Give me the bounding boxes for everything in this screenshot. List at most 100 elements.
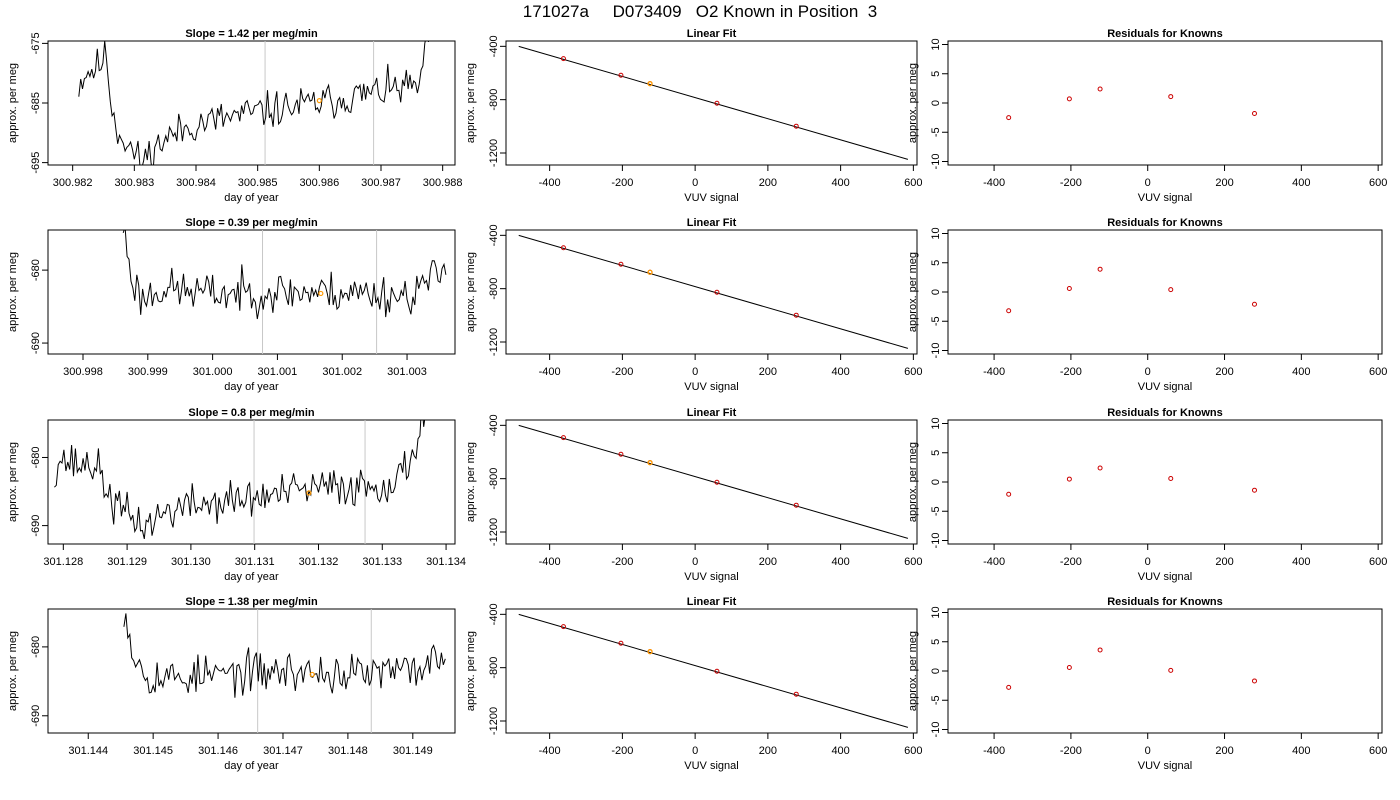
x-tick-label: -200: [1060, 366, 1082, 378]
x-tick-label: 301.131: [235, 556, 275, 568]
y-tick-label: -1200: [488, 328, 500, 356]
y-tick-label: -680: [30, 446, 42, 468]
x-tick-label: 301.001: [258, 366, 298, 378]
x-tick-label: 200: [1215, 177, 1233, 189]
x-tick-label: 200: [1215, 366, 1233, 378]
series-line: [54, 420, 426, 540]
plot-area: [123, 609, 446, 733]
data-point: [560, 624, 566, 630]
x-tick-label: -200: [611, 556, 633, 568]
x-axis-label: VUV signal: [684, 760, 738, 772]
x-tick-label: 600: [1369, 745, 1387, 757]
series-line: [123, 613, 446, 698]
x-tick-label: -200: [1060, 556, 1082, 568]
page-title: 171027a D073409 O2 Known in Position 3: [522, 2, 878, 21]
y-tick-label: 0: [930, 479, 942, 485]
highlight-point: [647, 269, 653, 275]
plot-area: [54, 420, 426, 544]
data-point: [618, 640, 624, 646]
data-point: [1168, 475, 1174, 481]
y-tick-label: 0: [930, 289, 942, 295]
x-axis-label: VUV signal: [1138, 381, 1192, 393]
data-point: [1097, 266, 1103, 272]
x-tick-label: 200: [759, 177, 777, 189]
x-tick-label: 0: [692, 556, 698, 568]
data-point: [1066, 476, 1072, 482]
y-tick-label: -800: [488, 468, 500, 490]
x-tick-label: 600: [904, 745, 922, 757]
y-tick-label: -800: [488, 89, 500, 111]
y-tick-label: -1200: [488, 518, 500, 546]
x-tick-label: 400: [831, 177, 849, 189]
y-axis-label: approx. per meg: [907, 63, 919, 143]
data-point: [1097, 86, 1103, 92]
x-axis-label: VUV signal: [684, 381, 738, 393]
highlight-point: [306, 490, 312, 496]
x-tick-label: 301.130: [171, 556, 211, 568]
data-point: [1066, 664, 1072, 670]
x-axis-label: VUV signal: [684, 571, 738, 583]
plot-frame: [47, 40, 456, 166]
plot-frame: [947, 608, 1383, 734]
x-tick-label: 600: [1369, 177, 1387, 189]
series-line: [122, 230, 447, 320]
x-tick-label: 600: [1369, 366, 1387, 378]
y-axis-label: approx. per meg: [465, 63, 477, 143]
panel-r1-c2: Linear Fit -400 -200 0 200 400 600 -400 -800 -120…: [465, 28, 923, 204]
data-point: [793, 691, 799, 697]
data-point: [1251, 111, 1257, 117]
fit-line: [518, 424, 909, 539]
plot-area: [518, 424, 909, 539]
x-tick-label: 300.987: [361, 177, 401, 189]
x-axis-label: VUV signal: [684, 192, 738, 204]
panel-title: Linear Fit: [687, 407, 737, 419]
highlight-point: [647, 81, 653, 87]
x-axis-label: day of year: [224, 571, 279, 583]
y-tick-label: -680: [30, 636, 42, 658]
plot-area: [518, 613, 909, 728]
plot-area: [1006, 465, 1257, 497]
x-tick-label: 301.128: [43, 556, 83, 568]
y-axis-label: approx. per meg: [7, 63, 19, 143]
y-tick-label: 5: [930, 639, 942, 645]
y-tick-label: -10: [930, 722, 942, 738]
x-tick-label: -400: [983, 745, 1005, 757]
y-tick-label: -1200: [488, 139, 500, 167]
x-tick-label: 600: [904, 366, 922, 378]
y-tick-label: 5: [930, 71, 942, 77]
x-tick-label: 0: [692, 177, 698, 189]
y-axis-label: approx. per meg: [7, 252, 19, 332]
panel-r4-c1: Slope = 1.38 per meg/min 301.144 301.145 30…: [7, 596, 456, 772]
x-tick-label: 400: [1292, 745, 1310, 757]
x-tick-label: 0: [1145, 556, 1151, 568]
x-tick-label: 301.134: [426, 556, 466, 568]
y-tick-label: -690: [30, 515, 42, 537]
y-axis-label: approx. per meg: [7, 631, 19, 711]
x-tick-label: 301.145: [133, 745, 173, 757]
x-tick-label: 400: [1292, 366, 1310, 378]
x-tick-label: 300.998: [63, 366, 103, 378]
y-tick-label: 5: [930, 450, 942, 456]
y-tick-label: 5: [930, 260, 942, 266]
x-tick-label: 301.000: [193, 366, 233, 378]
x-tick-label: 0: [1145, 366, 1151, 378]
data-point: [1066, 96, 1072, 102]
panel-title: Residuals for Knowns: [1107, 596, 1223, 608]
data-point: [560, 435, 566, 441]
y-tick-label: -5: [930, 127, 942, 137]
y-tick-label: -5: [930, 316, 942, 326]
y-tick-label: -685: [30, 92, 42, 114]
highlight-point: [647, 649, 653, 655]
y-tick-label: -690: [30, 332, 42, 354]
panel-r2-c2: Linear Fit -400 -200 0 200 400 600 -400 -800 -120…: [465, 217, 923, 393]
x-tick-label: -400: [983, 556, 1005, 568]
data-point: [714, 100, 720, 106]
x-tick-label: 300.985: [238, 177, 278, 189]
x-axis-label: day of year: [224, 192, 279, 204]
data-point: [560, 56, 566, 62]
y-tick-label: -400: [488, 35, 500, 57]
x-tick-label: 300.988: [423, 177, 463, 189]
panel-title: Residuals for Knowns: [1107, 217, 1223, 229]
plot-frame: [505, 40, 918, 166]
x-tick-label: -400: [539, 556, 561, 568]
